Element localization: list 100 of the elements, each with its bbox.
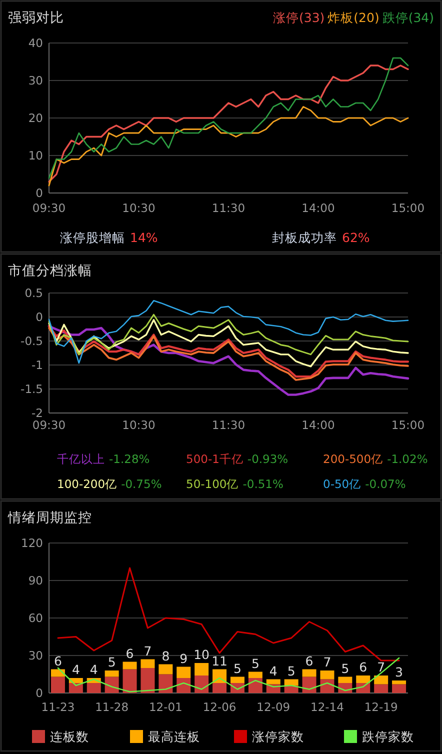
text: 200-500亿 -1.02% — [323, 452, 428, 466]
x-tick-label: 11:30 — [212, 201, 246, 215]
y-tick-label: 0 — [36, 310, 43, 324]
data-label: 8 — [162, 648, 170, 664]
text: 跌停(34) — [382, 10, 434, 25]
bar — [374, 676, 388, 684]
bar — [392, 684, 406, 693]
x-tick-label: 12-09 — [256, 700, 290, 714]
bar — [50, 676, 65, 693]
y-tick-label: 0.5 — [24, 286, 43, 300]
data-label: 5 — [287, 663, 296, 678]
bar — [302, 676, 316, 693]
x-tick-label: 12-19 — [364, 700, 398, 714]
legend-label: 涨停家数 — [252, 729, 304, 744]
y-tick-label: 10 — [28, 148, 43, 162]
legend-label: 最高连板 — [148, 729, 200, 744]
line-series — [48, 324, 410, 396]
data-label: 4 — [269, 663, 278, 678]
data-label: 7 — [377, 660, 386, 674]
text: 涨停股增幅 14% — [60, 230, 158, 245]
bar — [392, 680, 406, 684]
bar — [338, 676, 352, 683]
legend-label: 跌停家数 — [362, 729, 414, 744]
x-tick-label: 11-23 — [41, 700, 75, 714]
line-series — [48, 314, 409, 356]
bar — [194, 676, 209, 693]
bar — [86, 683, 101, 693]
data-label: 7 — [144, 643, 152, 658]
x-tick-label: 12-14 — [310, 700, 344, 714]
bar — [248, 672, 262, 678]
data-label: 3 — [395, 664, 403, 680]
y-tick-label: 0 — [36, 686, 43, 700]
legend-label: 连板数 — [50, 729, 89, 744]
text: 涨停(33) — [272, 10, 325, 25]
data-label: 5 — [234, 660, 242, 676]
bar — [212, 683, 227, 693]
data-label: 10 — [194, 647, 210, 662]
data-label: 4 — [90, 662, 98, 677]
x-tick-label: 10:30 — [122, 418, 156, 432]
x-tick-label: 12-01 — [148, 700, 182, 714]
y-tick-label: 40 — [28, 36, 43, 50]
text: 封板成功率 62% — [272, 230, 370, 245]
data-label: 6 — [54, 653, 62, 668]
bar — [176, 666, 191, 678]
y-tick-label: 0 — [36, 186, 43, 200]
y-tick-label: -1 — [32, 358, 43, 372]
bar — [302, 669, 316, 677]
data-label: 4 — [72, 662, 80, 677]
bar — [194, 663, 209, 676]
bar — [320, 670, 334, 680]
y-tick-label: 30 — [28, 74, 43, 88]
x-tick-label: 15:00 — [391, 418, 425, 432]
y-tick-label: -1.5 — [20, 382, 43, 396]
x-tick-label: 14:00 — [302, 201, 335, 215]
data-label: 7 — [323, 654, 332, 670]
y-tick-label: 90 — [28, 574, 43, 588]
y-tick-label: -2 — [32, 406, 43, 420]
x-tick-label: 12-06 — [202, 700, 236, 714]
data-label: 11 — [212, 653, 228, 668]
x-tick-label: 09:30 — [32, 418, 66, 432]
y-tick-label: 60 — [28, 611, 43, 625]
data-label: 5 — [108, 654, 116, 670]
line-series — [48, 319, 409, 368]
y-tick-label: -0.5 — [20, 334, 43, 348]
y-tick-label: 30 — [28, 648, 43, 662]
x-tick-label: 10:30 — [122, 201, 156, 215]
chart-title: 强弱对比 — [8, 10, 64, 26]
bar — [122, 662, 137, 670]
data-label: 5 — [251, 656, 260, 671]
x-tick-label: 09:30 — [32, 201, 66, 215]
chart-title: 市值分档涨幅 — [8, 263, 92, 279]
line-series — [48, 300, 409, 364]
bar — [122, 669, 137, 693]
data-label: 6 — [126, 646, 134, 661]
bar — [230, 676, 244, 683]
bar — [356, 676, 370, 683]
data-label: 6 — [305, 653, 314, 668]
x-tick-label: 14:00 — [302, 418, 335, 432]
bar — [104, 670, 119, 677]
bar — [158, 674, 173, 693]
bar — [284, 679, 298, 686]
text: 500-1千亿 -0.93% — [186, 452, 288, 466]
x-tick-label: 11-28 — [95, 700, 129, 714]
bar — [140, 668, 155, 693]
line-series — [48, 106, 409, 186]
chart-title: 情绪周期监控 — [7, 510, 92, 526]
bar — [176, 678, 191, 693]
bar — [50, 669, 65, 677]
y-tick-label: 120 — [21, 536, 43, 550]
text: 100-200亿 -0.75% — [57, 477, 162, 491]
data-label: 5 — [341, 660, 350, 676]
text: 千亿以上 -1.28% — [57, 452, 150, 466]
bar — [104, 676, 119, 693]
data-label: 6 — [359, 660, 368, 674]
bar — [158, 664, 173, 674]
text: 50-100亿 -0.51% — [186, 477, 284, 491]
x-tick-label: 11:30 — [212, 418, 246, 432]
y-tick-label: 20 — [28, 111, 43, 125]
data-label: 9 — [180, 650, 188, 666]
bar — [140, 659, 155, 668]
